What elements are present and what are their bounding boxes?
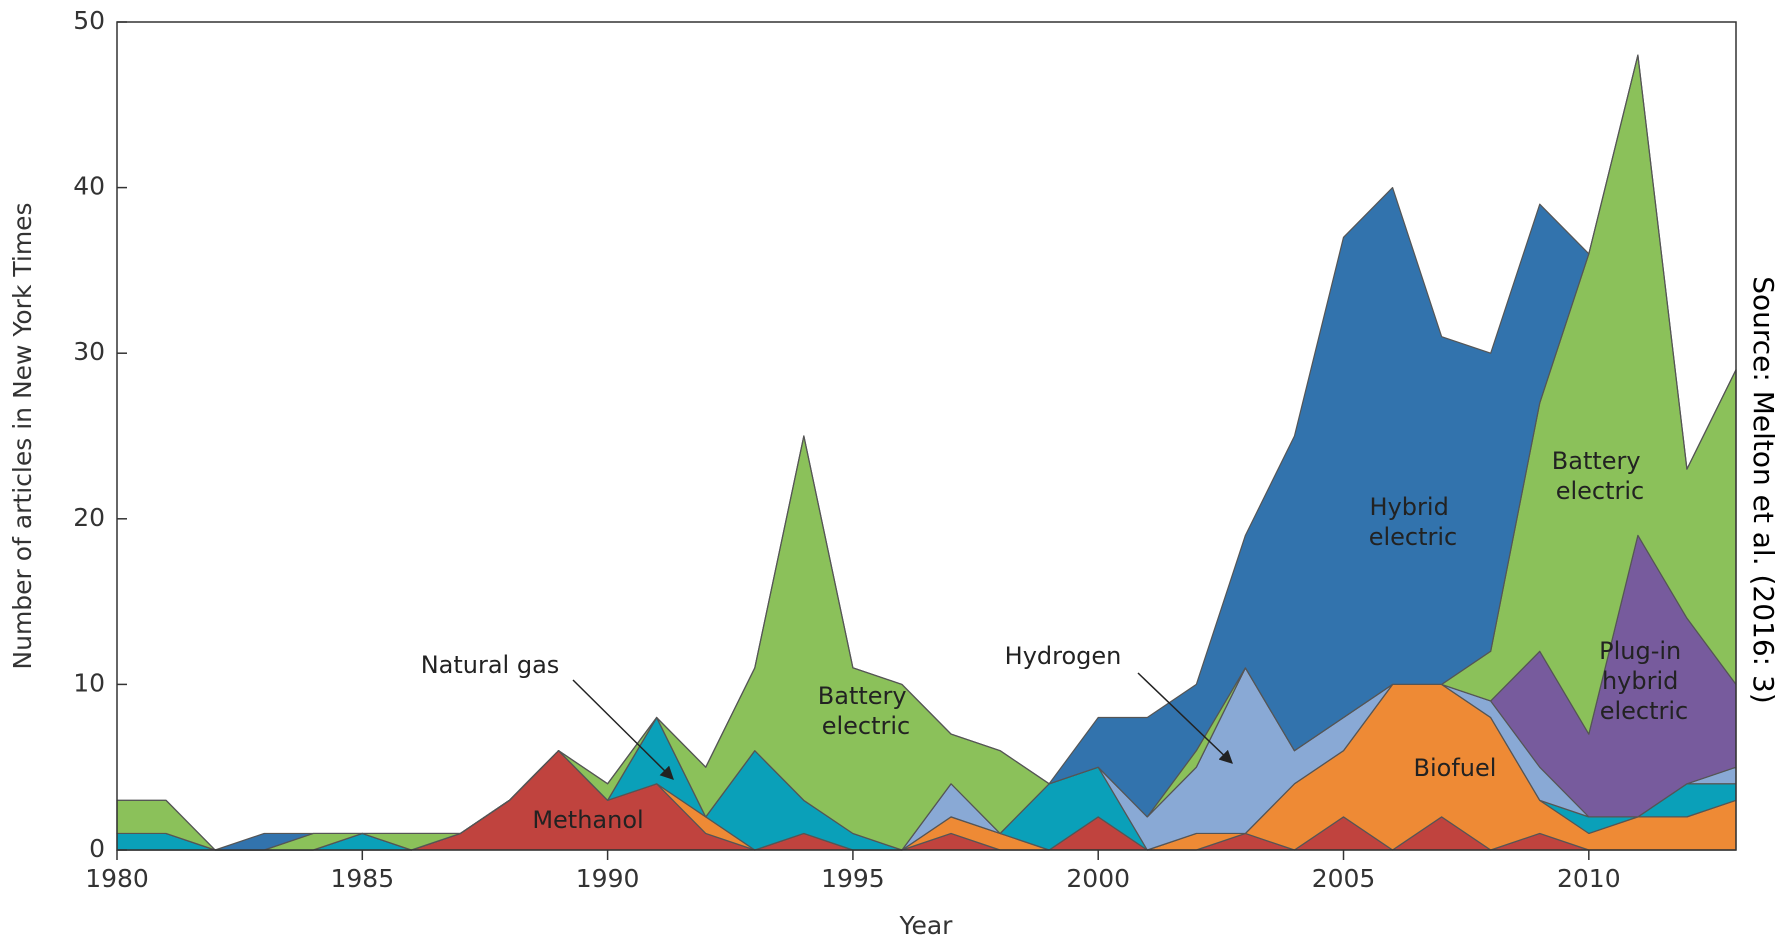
x-tick-label: 1985 bbox=[330, 864, 394, 893]
arrow bbox=[572, 679, 674, 780]
y-tick-label: 0 bbox=[89, 834, 105, 863]
x-tick-label: 2000 bbox=[1066, 864, 1130, 893]
annotation: Battery electric bbox=[1552, 447, 1648, 505]
y-tick-label: 20 bbox=[73, 503, 105, 532]
annotation: Natural gas bbox=[421, 651, 560, 679]
annotation: Battery electric bbox=[818, 682, 914, 740]
annotation: Methanol bbox=[532, 806, 643, 834]
plot-frame bbox=[116, 21, 1737, 851]
y-tick-label: 50 bbox=[73, 6, 105, 35]
arrow bbox=[1137, 672, 1233, 764]
annotation: Hybrid electric bbox=[1369, 493, 1458, 551]
areas bbox=[116, 54, 1737, 851]
annotation: Hydrogen bbox=[1005, 642, 1122, 670]
x-tick-label: 1990 bbox=[576, 864, 640, 893]
y-axis-label: Number of articles in New York Times bbox=[8, 202, 37, 669]
overlay: 0 10 20 30 40 50 1980 1985 1990 1995 2000 2005 2010 N… bbox=[73, 6, 1737, 893]
y-tick-label: 30 bbox=[73, 337, 105, 366]
y-tick-label: 10 bbox=[73, 668, 105, 697]
x-tick-label: 2010 bbox=[1557, 864, 1621, 893]
source-note: Source: Melton et al. (2016: 3) bbox=[1747, 276, 1780, 704]
x-tick-label: 1980 bbox=[85, 864, 149, 893]
x-axis-label: Year bbox=[899, 911, 954, 940]
x-tick-label: 1995 bbox=[821, 864, 885, 893]
annotation: Plug-in hybrid electric bbox=[1599, 637, 1689, 725]
x-tick-label: 2005 bbox=[1312, 864, 1376, 893]
annotation: Biofuel bbox=[1414, 754, 1497, 782]
y-tick-label: 40 bbox=[73, 172, 105, 201]
